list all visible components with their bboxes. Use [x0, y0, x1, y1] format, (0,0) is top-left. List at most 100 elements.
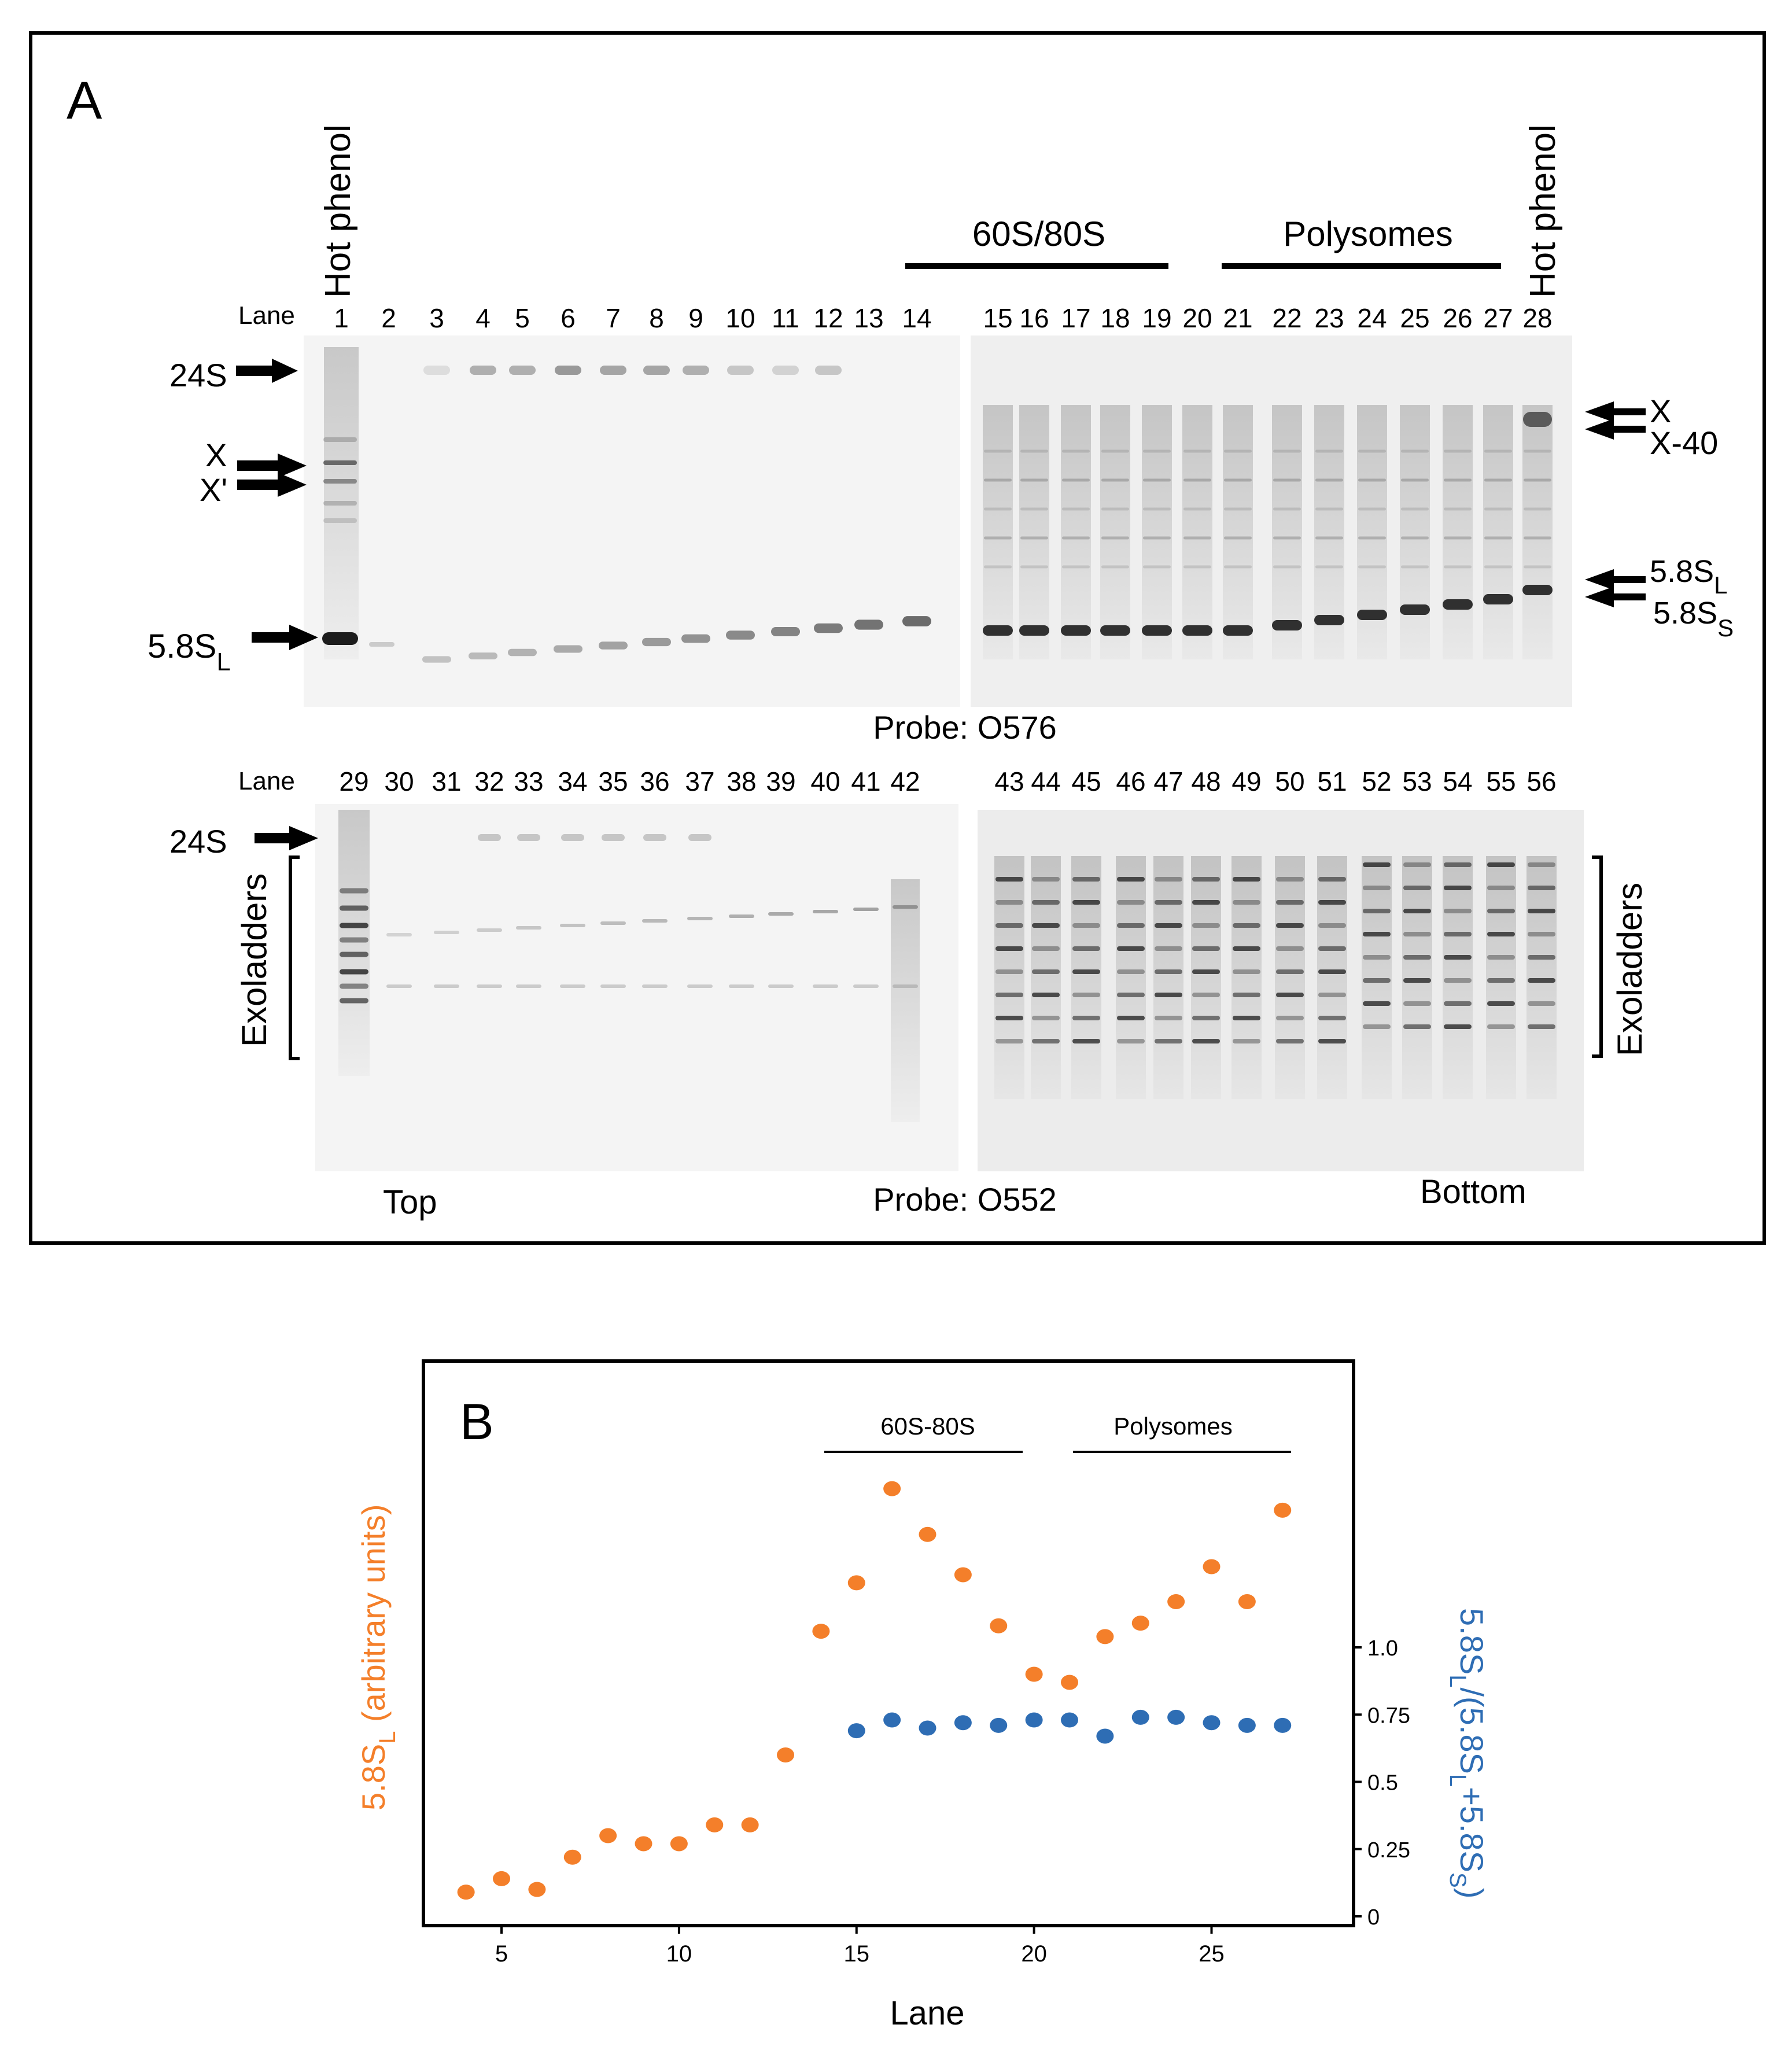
arrow-icon [237, 473, 307, 497]
gel-band [814, 623, 843, 633]
gel-band [1101, 565, 1129, 569]
gel-band [1142, 625, 1172, 636]
gel-band [1487, 1024, 1515, 1029]
gel-band [1273, 478, 1301, 482]
gel-band [1363, 1001, 1391, 1006]
data-point-58s-l [706, 1817, 724, 1832]
svg-text:5.8SL: 5.8SL [1650, 554, 1727, 599]
gel-band [560, 984, 585, 988]
gel-band [1233, 969, 1260, 974]
gel-band [1318, 877, 1346, 882]
gel-band [1192, 923, 1220, 928]
y-right-tick-label: 0.5 [1367, 1771, 1398, 1795]
gel-band [1401, 536, 1429, 540]
gel-lane-smear [1019, 405, 1049, 659]
gel-band [1155, 993, 1182, 997]
gel-band [1524, 536, 1551, 540]
gel-band [1318, 1039, 1346, 1043]
gel-band [508, 648, 537, 657]
gel-band [1155, 923, 1182, 928]
gel-band [1224, 565, 1252, 569]
gel-band [729, 914, 754, 918]
gel-band [323, 479, 357, 484]
lane-number: 24 [1357, 303, 1387, 333]
gel-band [1062, 507, 1090, 511]
data-point-ratio [847, 1723, 865, 1739]
gel-band [1101, 449, 1129, 453]
gel-band [561, 834, 584, 841]
gel-band [1143, 536, 1171, 540]
gel-band [1314, 615, 1344, 625]
gel-lane-smear [1223, 405, 1253, 659]
gel-band [1484, 478, 1512, 482]
gel-band [1444, 1001, 1472, 1006]
data-point-58s-l [847, 1575, 865, 1591]
gel-band [1143, 565, 1171, 569]
data-point-ratio [1203, 1715, 1221, 1731]
gel-band [1315, 536, 1343, 540]
gel-band [984, 478, 1012, 482]
gel-lane-smear [1483, 405, 1513, 659]
gel-band [995, 923, 1023, 928]
gel-band [1363, 886, 1391, 890]
gel-band [1276, 969, 1304, 974]
gel-lane-smear [1522, 405, 1553, 659]
gel-band [995, 1016, 1023, 1020]
gel-band [516, 984, 541, 988]
gel-band [1117, 969, 1145, 974]
gel-band [1484, 565, 1512, 569]
gel-band [853, 908, 879, 911]
arrow-icon [1585, 569, 1646, 590]
gel-band [1273, 536, 1301, 540]
lane-number: 37 [685, 766, 714, 796]
lane-numbers-top: 1 2 3 4 5 6 7 8 9 10 11 12 13 14 15 16 17 18 19 20 21 22 23 24 2… [334, 303, 1552, 333]
lane-number: 53 [1402, 766, 1432, 796]
gel-band [1143, 478, 1171, 482]
gel-band [1524, 507, 1551, 511]
lane-number: 50 [1275, 766, 1304, 796]
marker-24s-top: 24S [169, 357, 298, 393]
data-point-ratio [1025, 1712, 1043, 1728]
gel-band [1444, 955, 1472, 960]
y-right-tick-label: 0 [1367, 1905, 1380, 1930]
gel-band [1403, 886, 1431, 890]
gel-band [1062, 565, 1090, 569]
gel-band [434, 984, 459, 988]
gel-band [1276, 1039, 1304, 1043]
gel-band [983, 625, 1013, 636]
gel-band [602, 834, 625, 841]
data-point-58s-l [1203, 1559, 1221, 1574]
arrow-icon [237, 453, 307, 478]
gel-band [1192, 900, 1220, 905]
gel-band [1403, 932, 1431, 936]
gel-band [1487, 862, 1515, 867]
gel-band [1061, 625, 1091, 636]
data-point-58s-l [528, 1882, 546, 1897]
gel-band [854, 619, 883, 630]
gel-band [1233, 946, 1260, 951]
gel-band [1401, 565, 1429, 569]
gel-bottom-right [978, 810, 1584, 1171]
gel-band [1192, 1039, 1220, 1043]
gel-band [1155, 969, 1182, 974]
lane-number: 29 [339, 766, 368, 796]
lane-number: 4 [475, 303, 491, 333]
gel-band [1524, 478, 1551, 482]
gel-band [1117, 877, 1145, 882]
gel-band [995, 946, 1023, 951]
gel-band [995, 993, 1023, 997]
gel-lane-smear [1362, 856, 1392, 1099]
lane-number: 22 [1272, 303, 1301, 333]
gel-band [729, 984, 754, 988]
gel-band [1358, 507, 1386, 511]
gel-band [995, 900, 1023, 905]
gel-lane-smear [1100, 405, 1130, 659]
x-tick-label: 15 [844, 1941, 870, 1967]
gel-band [1528, 932, 1555, 936]
data-point-58s-l [563, 1849, 581, 1865]
gel-band [813, 910, 838, 913]
gel-band [1487, 1001, 1515, 1006]
lane-number: 31 [432, 766, 461, 796]
gel-band [984, 507, 1012, 511]
